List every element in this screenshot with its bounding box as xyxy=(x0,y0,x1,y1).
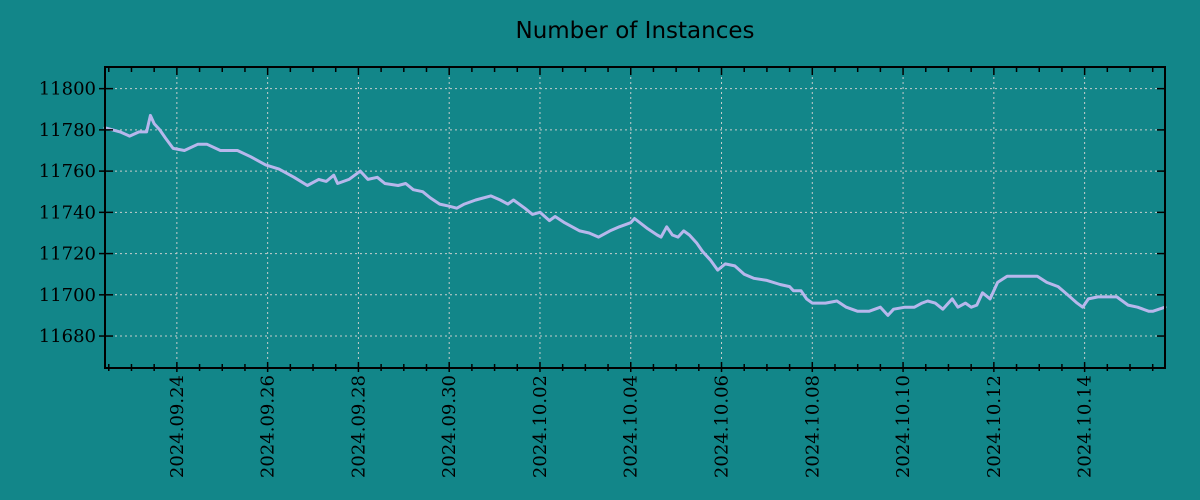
x-tick-label: 2024.10.06 xyxy=(712,375,733,478)
y-tick-label: 11680 xyxy=(39,326,96,347)
x-tick-label: 2024.09.30 xyxy=(439,375,460,478)
x-tick-label: 2024.10.12 xyxy=(984,375,1005,478)
plot-border xyxy=(104,66,1166,369)
x-tick-label: 2024.10.02 xyxy=(530,375,551,478)
y-tick-label: 11700 xyxy=(39,285,96,306)
x-tick-label: 2024.09.28 xyxy=(348,375,369,478)
x-tick-label: 2024.10.08 xyxy=(802,375,823,478)
series-line-instances xyxy=(103,113,1167,317)
x-tick-label: 2024.10.04 xyxy=(621,375,642,478)
grid-layer xyxy=(105,67,1165,368)
series-layer xyxy=(103,113,1167,317)
x-tick-label: 2024.10.10 xyxy=(893,375,914,478)
y-tick-label: 11800 xyxy=(39,79,96,100)
x-tick-label: 2024.09.26 xyxy=(258,375,279,478)
chart-title: Number of Instances xyxy=(516,18,755,44)
y-tick-label: 11780 xyxy=(39,120,96,141)
axis-layer: 11680 11700 11720 11740 11760 11780 11800 2024.… xyxy=(39,66,1166,478)
y-tick-label: 11760 xyxy=(39,161,96,182)
x-tick-label: 2024.09.24 xyxy=(167,375,188,478)
x-tick-label: 2024.10.14 xyxy=(1075,375,1096,478)
y-tick-label: 11740 xyxy=(39,202,96,223)
y-tick-label: 11720 xyxy=(39,244,96,265)
